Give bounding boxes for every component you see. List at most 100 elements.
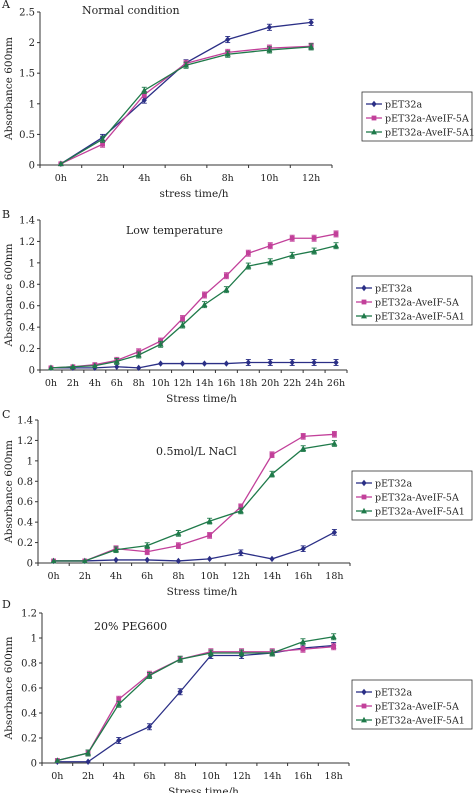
panel-b-data-point <box>158 360 164 367</box>
panel-a-x-tick-label: 10h <box>260 173 278 184</box>
panel-a-y-tick-label: 2.5 <box>19 8 35 19</box>
panel-a-y-axis-label: Absorbance 600nm <box>3 37 15 141</box>
panel-d-legend-box <box>351 679 473 730</box>
panel-c-y-tick-label: 1 <box>27 456 33 467</box>
panel-c-legend-marker <box>361 494 367 500</box>
panel-a-data-point <box>100 141 105 147</box>
panel-b-data-point <box>289 235 295 241</box>
panel-c-title: 0.5mol/L NaCl <box>156 445 237 458</box>
panel-d-data-point <box>238 649 245 656</box>
panel-a-legend-label: pET32a <box>385 100 422 111</box>
panel-d-legend-marker <box>361 688 367 696</box>
panel-a-x-tick-label: 2h <box>96 173 108 184</box>
panel-d-data-point <box>115 701 122 707</box>
panel-c-data-point <box>238 549 244 556</box>
panel-c-data-point <box>300 445 307 451</box>
panel-c-data-point <box>207 555 213 563</box>
panel-b-x-tick-label: 24h <box>305 378 323 389</box>
panel-a-data-point <box>141 92 147 98</box>
panel-c-y-tick-label: 1.2 <box>17 436 33 447</box>
panel-b-x-tick-label: 6h <box>111 378 123 389</box>
panel-c-legend-label: pET32a <box>375 479 412 490</box>
panel-a-data-point <box>224 51 231 57</box>
panel-d-y-tick-label: 0.2 <box>21 734 37 745</box>
panel-b-x-tick-label: 12h <box>173 378 191 389</box>
panel-d-x-tick-label: 16h <box>294 771 312 782</box>
panel-c-data-point <box>269 555 275 563</box>
panel-c-x-tick-label: 18h <box>325 571 343 582</box>
panel-b-data-point <box>245 262 252 269</box>
panel-b-data-point <box>136 364 142 372</box>
panel-b-data-point <box>179 321 186 328</box>
panel-d-legend-label: pET32a-AveIF-5A <box>375 702 459 713</box>
panel-c-data-point <box>300 433 306 439</box>
panel-a-x-tick-label: 12h <box>302 173 320 184</box>
panel-a-x-tick-label: 0h <box>55 173 67 184</box>
panel-c-data-point <box>113 556 119 564</box>
panel-a-data-point <box>225 36 231 43</box>
panel-c-y-axis-label: Absorbance 600nm <box>3 440 15 544</box>
panel-b-data-point <box>201 301 208 308</box>
panel-b-series-line <box>50 245 337 369</box>
panel-b-x-tick-label: 4h <box>89 378 101 389</box>
panel-c-data-point <box>331 440 338 446</box>
panel-d-x-tick-label: 18h <box>325 771 343 782</box>
panel-b-x-tick-label: 2h <box>67 378 79 389</box>
panel-c-x-tick-label: 6h <box>141 571 153 582</box>
panel-c-data-point <box>50 557 57 564</box>
panel-d-x-tick-label: 6h <box>143 771 155 782</box>
panel-c-y-tick-label: 0.2 <box>17 538 33 549</box>
panel-c-x-tick-label: 10h <box>200 571 218 582</box>
panel-a-legend-label: pET32a-AveIF-5A1 <box>385 128 474 139</box>
panel-c-data-point <box>238 504 244 510</box>
panel-c-data-point <box>113 546 119 553</box>
panel-c-series-line <box>53 531 335 562</box>
panel-a-x-axis-label: stress time/h <box>159 188 228 200</box>
panel-c-legend-label: pET32a-AveIF-5A <box>375 493 459 504</box>
panel-c-data-point <box>175 530 182 536</box>
panel-b-y-tick-label: 0.4 <box>19 323 35 334</box>
panel-a-y-tick-label: 0.5 <box>19 130 35 141</box>
panel-c-data-point <box>144 549 150 555</box>
panel-a-x-tick-label: 6h <box>180 173 192 184</box>
panel-d-y-axis-label: Absorbance 600nm <box>3 636 15 740</box>
panel-a-data-point <box>266 24 273 31</box>
panel-b-x-axis-label: Stress time/h <box>166 393 237 405</box>
panel-d-x-tick-label: 0h <box>51 771 63 782</box>
panel-d-data-point <box>207 649 214 656</box>
panel-b-x-tick-label: 14h <box>195 378 213 389</box>
panel-d-x-tick-label: 2h <box>82 771 94 782</box>
panel-c-x-tick-label: 16h <box>294 571 312 582</box>
panel-b-data-point <box>267 243 273 249</box>
panel-c-x-tick-label: 8h <box>172 571 184 582</box>
panel-b-data-point <box>201 360 208 367</box>
panel-b-data-point <box>91 362 98 369</box>
panel-d-data-point <box>146 672 153 678</box>
panel-b-legend-marker <box>361 284 367 292</box>
panel-d-x-tick-label: 10h <box>202 771 220 782</box>
panel-a-series-line <box>60 21 312 165</box>
panel-b-data-point <box>311 359 317 366</box>
panel-b-data-point <box>69 363 76 370</box>
panel-d-data-point <box>85 758 91 765</box>
panel-c-legend-marker <box>361 507 367 514</box>
panel-a-data-point <box>183 62 189 68</box>
panel-c-data-point <box>176 543 181 549</box>
panel-d-letter: D <box>2 598 11 611</box>
panel-d-data-point <box>177 656 184 662</box>
panel-d-x-tick-label: 4h <box>113 771 125 782</box>
panel-b-data-point <box>47 364 54 371</box>
panel-d-y-tick-label: 0.4 <box>21 709 37 720</box>
panel-b-x-tick-label: 8h <box>133 378 145 389</box>
panel-b-y-axis-label: Absorbance 600nm <box>3 243 15 347</box>
panel-d-y-tick-label: 0 <box>31 759 37 770</box>
panel-d-y-tick-label: 1 <box>31 634 37 645</box>
panel-d-legend-marker <box>361 716 367 723</box>
panel-b-letter: B <box>2 208 10 221</box>
panel-b-data-point <box>245 359 251 366</box>
panel-b-data-point <box>223 273 229 279</box>
panel-a-y-tick-label: 0 <box>29 161 35 172</box>
panel-b-legend-label: pET32a <box>375 284 412 295</box>
panel-c-x-tick-label: 2h <box>79 571 91 582</box>
panel-b-data-point <box>202 292 207 298</box>
